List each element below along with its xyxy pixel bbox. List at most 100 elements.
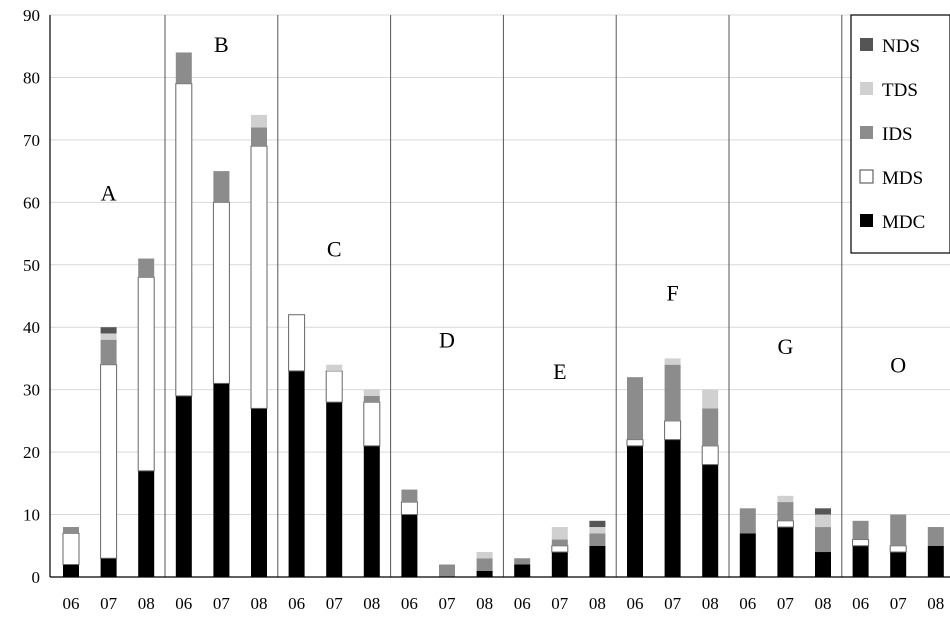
bar-segment-nds [100,327,117,334]
group-labels: A B C D E F G O [101,32,906,384]
x-tick-label: 08 [702,594,719,613]
group-dividers [164,15,843,577]
bar-segment-mdc [326,402,343,577]
bar-segment-ids [439,564,455,577]
bar-segment-ids [702,408,719,446]
bar-segment-mdc [213,383,230,577]
bar-segment-mdc [927,545,944,577]
bar-segment-mdc [777,527,794,577]
x-tick-label: 08 [815,594,832,613]
legend-label-mds: MDS [882,168,923,189]
bar-segment-ids [890,514,907,546]
x-tick-label: 08 [363,594,380,613]
bar-segment-mds [62,532,80,566]
bar-segment-ids [927,527,944,546]
x-tick-label: 08 [138,594,155,613]
x-tick-label: 08 [251,594,268,613]
x-tick-label: 07 [100,594,118,613]
y-tick-label: 90 [23,6,40,25]
group-label-o: O [890,353,906,378]
group-label-e: E [553,359,566,384]
bar-segment-mdc [138,470,155,577]
y-tick-label: 60 [23,193,40,212]
x-tick-label: 06 [627,594,644,613]
bar-segment-mdc [476,570,493,577]
y-tick-label: 0 [32,568,41,587]
x-tick-labels: 06 07 08 06 07 08 06 07 08 06 07 08 06 07 08 06 07 08 06 07… [63,594,945,613]
bar-segment-tds [702,389,719,409]
bar-segment-mdc [100,558,117,577]
bar-segment-mdc [288,370,305,577]
legend-label-nds: NDS [882,36,920,57]
bar-segment-ids [627,377,643,440]
bar-segment-mds [175,83,193,397]
bar-segment-mds [250,145,268,409]
bar-segment-tds [100,333,117,340]
x-tick-label: 08 [476,594,493,613]
bar-segment-tds [815,514,831,528]
x-tick-label: 07 [551,594,569,613]
bar-segment-ids [175,52,192,84]
y-tick-labels: 0 10 20 30 40 50 60 70 80 90 [23,6,40,587]
group-label-b: B [214,32,229,57]
bar-segment-ids [251,127,267,147]
legend-label-mdc: MDC [882,212,925,233]
bar-segment-mdc [852,545,869,577]
bar-segment-nds [589,520,606,528]
group-label-d: D [439,328,455,353]
bar-segment-mds [325,370,343,403]
bar-segment-ids [476,558,493,571]
bar-segment-tds [589,527,606,534]
bar-segment-mdc [739,533,756,577]
legend-label-tds: TDS [882,80,918,101]
bar-segment-ids [401,489,418,503]
x-tick-label: 06 [739,594,756,613]
bar-segment-mdc [175,395,192,577]
bar-segment-ids [589,533,606,546]
legend-swatch-mdc [860,214,873,227]
bar-segment-mds [363,401,381,447]
bar-segment-ids [363,395,380,403]
bar-segment-tds [664,358,681,365]
x-tick-label: 07 [777,594,795,613]
bar-segment-mds [664,420,682,441]
y-tick-label: 10 [23,506,40,525]
bar-segment-mdc [63,564,79,577]
y-tick-label: 80 [23,68,40,87]
bar-segment-mdc [627,445,643,577]
bar-segment-mdc [890,552,907,577]
x-tick-label: 08 [589,594,606,613]
x-tick-label: 06 [514,594,531,613]
bar-segment-ids [852,520,869,540]
legend: NDS TDS IDS MDS MDC [850,14,950,254]
bar-segment-mds [889,545,907,553]
bar-segment-ids [100,339,117,365]
bar-segment-tds [251,114,267,128]
bar-segment-tds [777,495,794,503]
bar-segment-mdc [815,552,831,577]
group-label-c: C [327,237,342,262]
bar-segment-mdc [589,545,606,577]
y-tick-label: 30 [23,381,40,400]
bar-segment-mdc [251,408,267,577]
y-tick-label: 50 [23,256,40,275]
y-tick-label: 40 [23,318,40,337]
bar-segment-ids [664,364,681,421]
legend-swatch-tds [860,82,873,95]
bar-segment-ids [63,527,79,534]
legend-label-ids: IDS [882,124,913,145]
bar-segment-mds [137,276,155,472]
bar-segment-mdc [664,439,681,577]
bar-segment-ids [551,539,568,546]
bar-segment-tds [363,389,380,396]
bar-segment-mds [212,201,230,384]
x-tick-label: 07 [890,594,908,613]
legend-swatch-ids [860,126,873,139]
y-tick-label: 70 [23,131,40,150]
x-tick-label: 07 [439,594,457,613]
y-tick-label: 20 [23,443,40,462]
bar-segment-ids [514,558,531,565]
x-tick-label: 06 [63,594,80,613]
bar-segment-tds [476,552,493,559]
